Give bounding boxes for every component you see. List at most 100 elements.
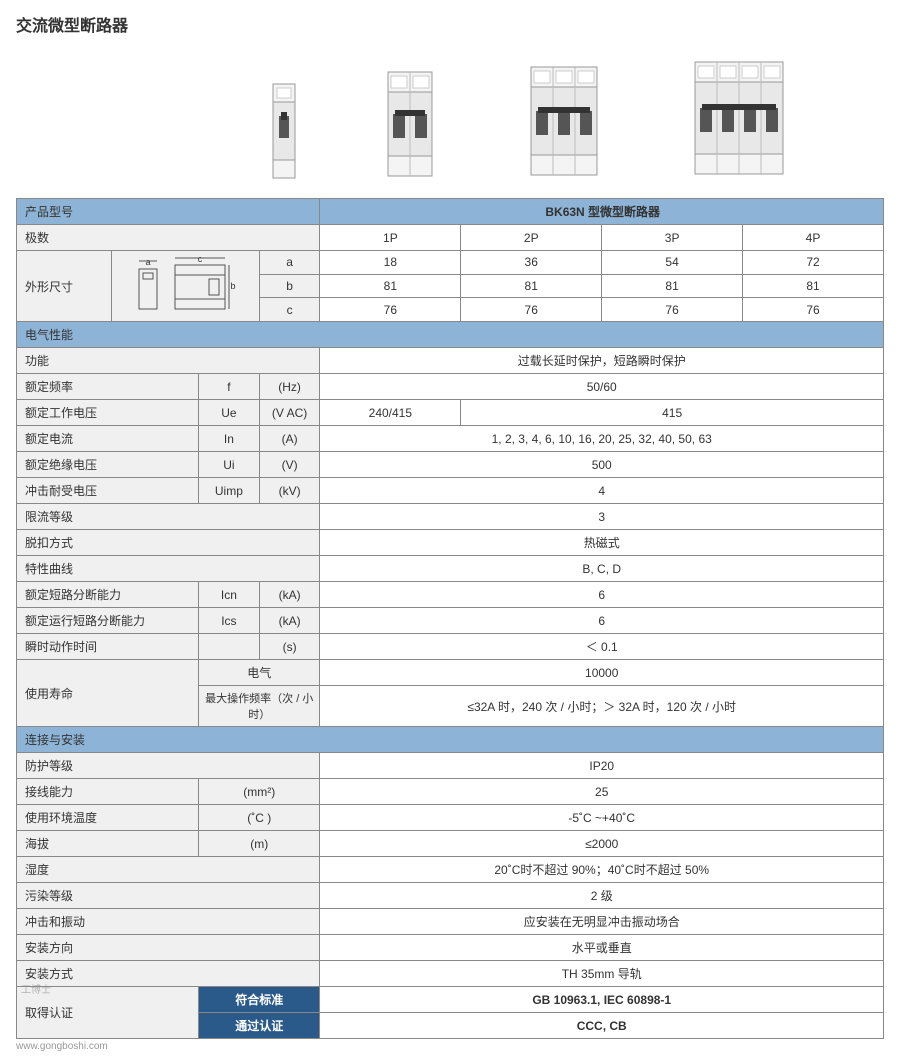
temp-value: -5˚C ~+40˚C: [320, 805, 884, 831]
life-label: 使用寿命: [17, 660, 199, 727]
voltwork-v2: 415: [461, 400, 884, 426]
dim-a-1: 18: [320, 251, 461, 275]
row-insttime: 瞬时动作时间 (s) ＜ 0.1: [17, 634, 884, 660]
pollution-value: 2 级: [320, 883, 884, 909]
pole-1p: 1P: [320, 225, 461, 251]
freq-unit: (Hz): [259, 374, 320, 400]
icn-sym: Icn: [199, 582, 260, 608]
svg-text:a: a: [145, 257, 150, 267]
dim-a-4: 72: [743, 251, 884, 275]
current-sym: In: [199, 426, 260, 452]
voltins-unit: (V): [259, 452, 320, 478]
insttime-value: ＜ 0.1: [320, 634, 884, 660]
alt-value: ≤2000: [320, 831, 884, 857]
voltins-value: 500: [320, 452, 884, 478]
ics-sym: Ics: [199, 608, 260, 634]
ics-label: 额定运行短路分断能力: [17, 608, 199, 634]
pole-3p: 3P: [602, 225, 743, 251]
svg-text:b: b: [230, 281, 235, 291]
dim-b-2: 81: [461, 274, 602, 298]
row-temp: 使用环境温度 (˚C ) -5˚C ~+40˚C: [17, 805, 884, 831]
row-limitclass: 限流等级 3: [17, 504, 884, 530]
row-freq: 额定频率 f (Hz) 50/60: [17, 374, 884, 400]
dim-label: 外形尺寸: [17, 251, 112, 322]
voltwork-label: 额定工作电压: [17, 400, 199, 426]
ip-label: 防护等级: [17, 753, 320, 779]
life-freq-label: 最大操作频率（次 / 小时）: [199, 686, 320, 727]
section-electrical: 电气性能: [17, 322, 884, 348]
icn-label: 额定短路分断能力: [17, 582, 199, 608]
freq-value: 50/60: [320, 374, 884, 400]
logo-watermark: 工博士: [21, 981, 51, 996]
breaker-3p-image: [514, 61, 614, 186]
insttime-unit: (s): [259, 634, 320, 660]
row-curve: 特性曲线 B, C, D: [17, 556, 884, 582]
dim-b-4: 81: [743, 274, 884, 298]
cert-pass-value: CCC, CB: [320, 1013, 884, 1039]
humid-value: 20˚C时不超过 90%；40˚C时不超过 50%: [320, 857, 884, 883]
temp-unit: (˚C ): [199, 805, 320, 831]
product-header-row: 产品型号 BK63N 型微型断路器: [17, 199, 884, 225]
wire-value: 25: [320, 779, 884, 805]
shock-label: 冲击和振动: [17, 909, 320, 935]
page-title: 交流微型断路器: [16, 12, 884, 36]
orient-label: 安装方向: [17, 935, 320, 961]
shock-value: 应安装在无明显冲击振动场合: [320, 909, 884, 935]
humid-label: 湿度: [17, 857, 320, 883]
curve-value: B, C, D: [320, 556, 884, 582]
row-pollution: 污染等级 2 级: [17, 883, 884, 909]
life-elec-label: 电气: [199, 660, 320, 686]
cert-pass-label: 通过认证: [199, 1013, 320, 1039]
insttime-label: 瞬时动作时间: [17, 634, 199, 660]
insttime-sym: [199, 634, 260, 660]
row-ics: 额定运行短路分断能力 Ics (kA) 6: [17, 608, 884, 634]
voltins-label: 额定绝缘电压: [17, 452, 199, 478]
dim-a-3: 54: [602, 251, 743, 275]
dim-diagram: a c b: [112, 251, 259, 322]
trip-label: 脱扣方式: [17, 530, 320, 556]
voltins-sym: Ui: [199, 452, 260, 478]
breaker-2p-image: [372, 66, 450, 186]
dim-c-2: 76: [461, 298, 602, 322]
row-humid: 湿度 20˚C时不超过 90%；40˚C时不超过 50%: [17, 857, 884, 883]
breaker-4p-image: [677, 56, 801, 186]
row-volt-work: 额定工作电压 Ue (V AC) 240/415 415: [17, 400, 884, 426]
curve-label: 特性曲线: [17, 556, 320, 582]
life-freq-value: ≤32A 时，240 次 / 小时；＞ 32A 时，120 次 / 小时: [320, 686, 884, 727]
icn-value: 6: [320, 582, 884, 608]
dim-c-4: 76: [743, 298, 884, 322]
row-ip: 防护等级 IP20: [17, 753, 884, 779]
icn-unit: (kA): [259, 582, 320, 608]
ip-value: IP20: [320, 753, 884, 779]
product-images-row: [16, 48, 884, 198]
voltwork-unit: (V AC): [259, 400, 320, 426]
cert-row-label: 取得认证 工博士: [17, 987, 199, 1039]
svg-text:c: c: [197, 255, 202, 264]
limitclass-label: 限流等级: [17, 504, 320, 530]
voltimp-value: 4: [320, 478, 884, 504]
wire-unit: (mm²): [199, 779, 320, 805]
dim-b-3: 81: [602, 274, 743, 298]
voltimp-sym: Uimp: [199, 478, 260, 504]
row-shock: 冲击和振动 应安装在无明显冲击振动场合: [17, 909, 884, 935]
current-unit: (A): [259, 426, 320, 452]
function-label: 功能: [17, 348, 320, 374]
life-elec-value: 10000: [320, 660, 884, 686]
row-icn: 额定短路分断能力 Icn (kA) 6: [17, 582, 884, 608]
alt-unit: (m): [199, 831, 320, 857]
trip-value: 热磁式: [320, 530, 884, 556]
row-wire: 接线能力 (mm²) 25: [17, 779, 884, 805]
row-cert-std: 取得认证 工博士 符合标准 GB 10963.1, IEC 60898-1: [17, 987, 884, 1013]
voltwork-sym: Ue: [199, 400, 260, 426]
pollution-label: 污染等级: [17, 883, 320, 909]
breaker-1p-image: [259, 76, 309, 186]
alt-label: 海拔: [17, 831, 199, 857]
dim-row-a: 外形尺寸 a c b a 18 36 54: [17, 251, 884, 275]
dim-b-1: 81: [320, 274, 461, 298]
orient-value: 水平或垂直: [320, 935, 884, 961]
section-connect: 连接与安装: [17, 727, 884, 753]
pole-4p: 4P: [743, 225, 884, 251]
freq-sym: f: [199, 374, 260, 400]
row-volt-ins: 额定绝缘电压 Ui (V) 500: [17, 452, 884, 478]
row-orient: 安装方向 水平或垂直: [17, 935, 884, 961]
